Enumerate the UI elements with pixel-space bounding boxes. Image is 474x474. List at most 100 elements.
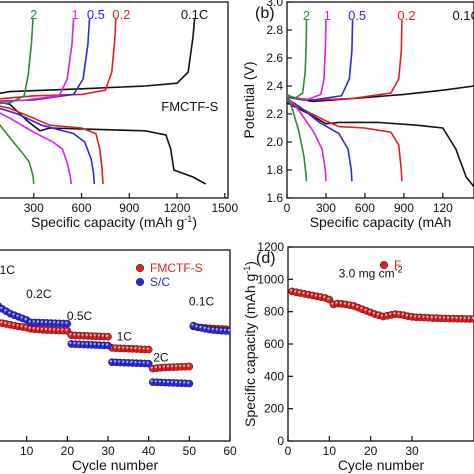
x-tick-label: 300 (316, 201, 336, 215)
rate-label: 2 (303, 8, 310, 23)
point-highlight (138, 361, 141, 364)
point-highlight (16, 324, 19, 327)
plot-area (287, 20, 474, 188)
point-highlight (57, 328, 60, 331)
loading-annotation: 3.0 mg cm-2 (339, 265, 403, 281)
y-tick-label: 1000 (257, 272, 284, 286)
point-highlight (376, 313, 380, 316)
point-highlight (166, 380, 170, 383)
curve-charge-0.5 (287, 20, 354, 101)
point-highlight (32, 320, 35, 323)
data-point (226, 327, 230, 335)
point-highlight (409, 314, 413, 318)
point-highlight (40, 320, 44, 323)
x-tick-label: 30 (101, 444, 115, 458)
point-highlight (118, 346, 121, 349)
rate-label: 0.2 (397, 8, 415, 23)
point-highlight (471, 316, 474, 320)
point-highlight (397, 312, 400, 315)
point-highlight (20, 324, 23, 328)
point-highlight (32, 327, 35, 330)
point-highlight (118, 360, 121, 363)
point-highlight (335, 301, 338, 304)
point-highlight (65, 328, 68, 332)
curve-discharge-1 (287, 96, 327, 182)
point-highlight (142, 347, 145, 350)
point-highlight (73, 342, 76, 345)
point-highlight (455, 316, 458, 319)
y-tick-label: 2.0 (266, 135, 283, 149)
point-highlight (223, 328, 227, 332)
point-highlight (447, 316, 450, 319)
legend-marker (135, 264, 144, 273)
point-highlight (142, 361, 145, 364)
rate-label: 0.5C (67, 309, 93, 323)
curve-discharge-0.5 (287, 97, 353, 182)
x-tick-label: 300 (24, 201, 44, 215)
legend-marker (380, 261, 389, 270)
rate-label: 1C (117, 330, 133, 344)
point-highlight (85, 342, 88, 345)
point-highlight (122, 360, 125, 363)
point-highlight (207, 327, 210, 330)
point-highlight (44, 320, 48, 324)
rate-label: 0.5 (87, 7, 105, 22)
point-highlight (343, 302, 347, 305)
x-tick-label: 10 (20, 444, 34, 458)
point-highlight (203, 326, 206, 329)
y-axis-label: Potential (V) (241, 61, 257, 138)
point-highlight (97, 334, 101, 337)
point-highlight (73, 333, 76, 336)
point-highlight (310, 293, 313, 296)
point-highlight (93, 334, 97, 337)
point-highlight (351, 303, 355, 307)
x-tick-label: 1500 (211, 201, 238, 215)
point-highlight (150, 366, 153, 369)
point-highlight (294, 290, 297, 293)
point-highlight (430, 315, 433, 319)
point-highlight (451, 316, 454, 319)
rate-label: 0.2 (112, 7, 130, 22)
point-highlight (154, 380, 157, 383)
curve-discharge-0.1C (287, 102, 474, 188)
rate-label: 0.1C (189, 295, 215, 309)
point-highlight (170, 364, 174, 368)
point-highlight (12, 323, 15, 326)
point-highlight (8, 311, 11, 314)
point-highlight (77, 333, 80, 336)
point-highlight (101, 334, 105, 337)
point-highlight (146, 347, 149, 350)
point-highlight (134, 360, 137, 364)
legend-marker (135, 278, 144, 287)
x-tick-label: 40 (142, 444, 156, 458)
curve-charge-0.2 (0, 18, 117, 100)
curve-discharge-1 (0, 112, 72, 185)
point-highlight (89, 333, 92, 337)
point-highlight (0, 321, 3, 324)
point-highlight (126, 360, 129, 364)
y-tick-label: 2.8 (266, 23, 283, 37)
point-highlight (393, 311, 396, 315)
point-highlight (36, 327, 40, 330)
y-tick-label: 1.8 (266, 163, 283, 177)
point-highlight (20, 316, 23, 319)
point-highlight (356, 305, 359, 308)
point-highlight (227, 328, 230, 332)
point-highlight (187, 364, 190, 367)
x-tick-label: 0 (284, 201, 291, 215)
point-highlight (174, 380, 178, 384)
point-highlight (130, 346, 133, 350)
point-highlight (12, 313, 15, 316)
rate-label: FMCTF-S (161, 99, 218, 114)
point-highlight (434, 315, 437, 319)
point-highlight (109, 360, 113, 363)
x-tick-label: 50 (183, 444, 197, 458)
point-highlight (77, 342, 80, 345)
data-point (144, 345, 153, 354)
point-highlight (61, 328, 64, 331)
y-axis-label: Specific capacity (mAh g-1) (242, 261, 258, 427)
point-highlight (134, 346, 137, 350)
rate-label: 1 (324, 8, 331, 23)
plot-area (0, 302, 230, 388)
point-highlight (89, 342, 92, 346)
